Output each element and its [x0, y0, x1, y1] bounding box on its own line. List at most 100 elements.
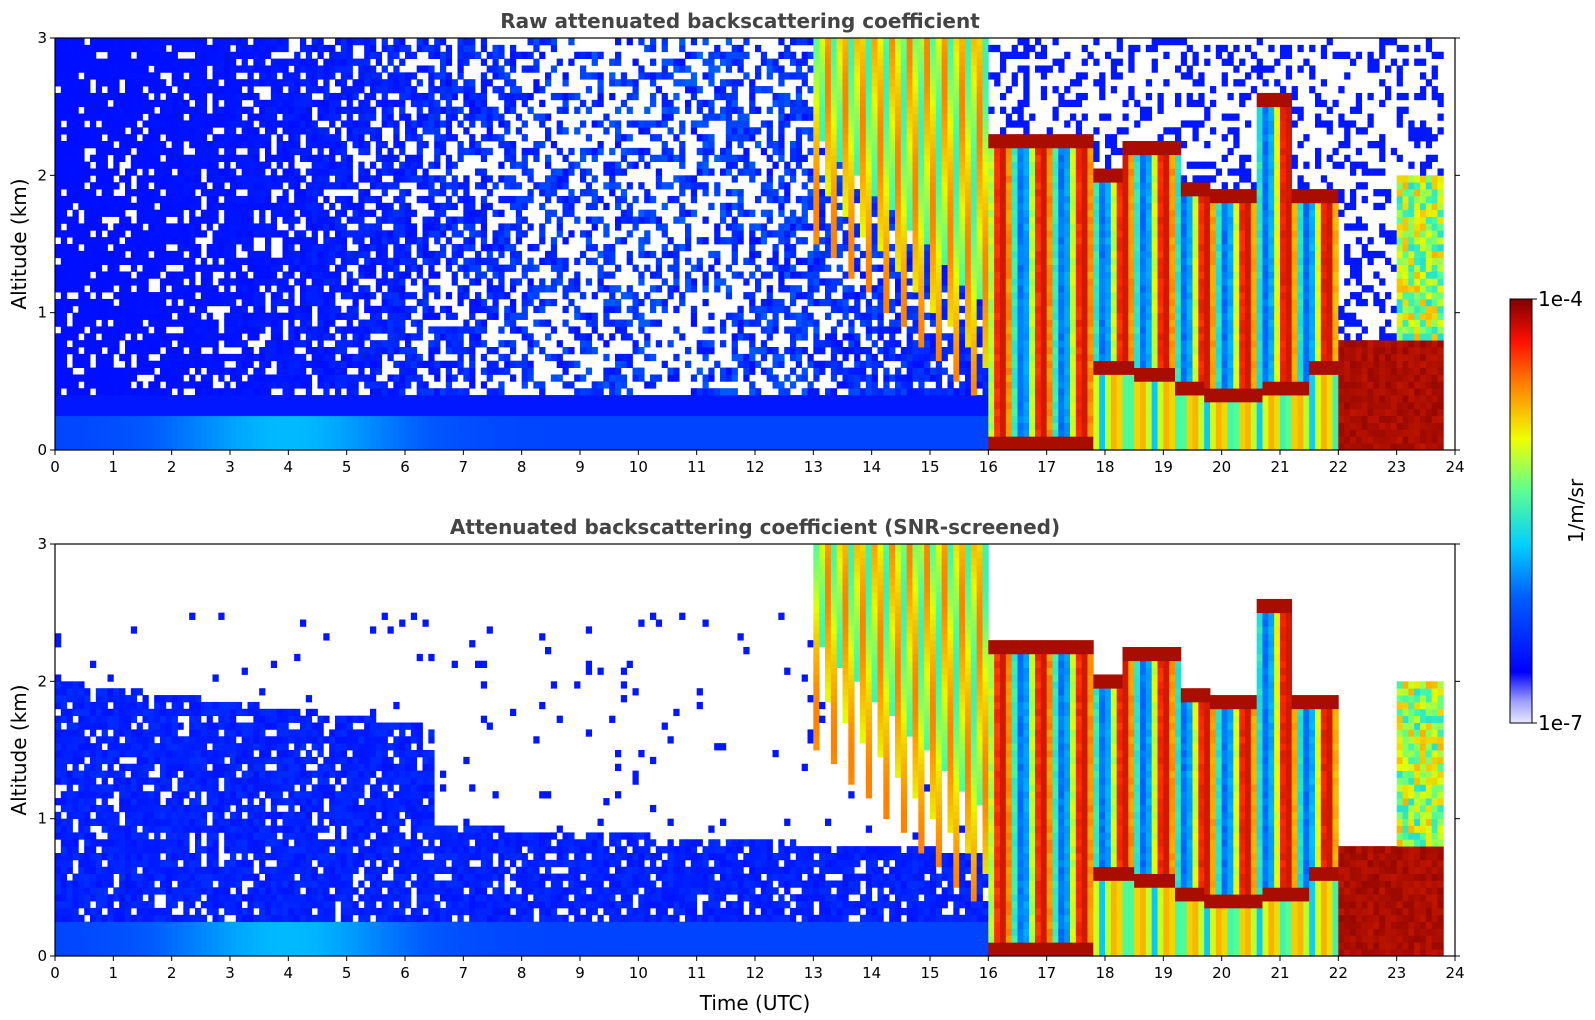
- heatmap-cell: [218, 134, 225, 142]
- heatmap-cell: [346, 292, 353, 300]
- heatmap-cell: [597, 92, 604, 101]
- heatmap-cell: [545, 175, 552, 183]
- heatmap-cell: [556, 340, 563, 348]
- heatmap-cell: [189, 237, 196, 245]
- heatmap-cell: [177, 374, 184, 382]
- heatmap-cell: [673, 65, 680, 73]
- heatmap-cell: [113, 244, 120, 252]
- heatmap-cell: [200, 106, 208, 114]
- heatmap-cell: [107, 374, 114, 382]
- heatmap-cell: [370, 367, 377, 375]
- heatmap-cell: [195, 154, 202, 162]
- heatmap-cell: [457, 141, 464, 149]
- heatmap-cell: [72, 86, 79, 94]
- heatmap-cell: [253, 79, 260, 87]
- heatmap-cell: [603, 401, 610, 410]
- heatmap-cell: [300, 285, 307, 293]
- heatmap-cell: [142, 134, 149, 142]
- heatmap-cell: [160, 244, 167, 252]
- heatmap-cell: [370, 429, 377, 437]
- heatmap-cell: [95, 285, 103, 293]
- heatmap-cell: [440, 326, 447, 334]
- heatmap-cell: [667, 415, 674, 423]
- heatmap-cell: [405, 367, 412, 375]
- heatmap-cell: [510, 147, 517, 156]
- heatmap-cell: [247, 72, 254, 80]
- heatmap-cell: [457, 285, 464, 293]
- heatmap-cell: [323, 422, 330, 430]
- heatmap-cell: [55, 436, 62, 444]
- heatmap-cell: [84, 264, 91, 272]
- heatmap-cell: [259, 408, 266, 417]
- heatmap-cell: [84, 292, 91, 300]
- heatmap-cell: [224, 113, 231, 121]
- heatmap-cell: [399, 195, 406, 204]
- heatmap-cell: [644, 195, 651, 204]
- heatmap-cell: [469, 237, 476, 245]
- heatmap-cell: [171, 209, 178, 217]
- heatmap-cell: [160, 257, 167, 265]
- heatmap-cell: [142, 347, 149, 355]
- heatmap-cell: [661, 99, 668, 108]
- heatmap-cell: [125, 147, 132, 156]
- heatmap-cell: [708, 347, 715, 355]
- heatmap-cell: [142, 202, 149, 211]
- heatmap-cell: [492, 388, 499, 396]
- heatmap-cell: [142, 72, 149, 80]
- heatmap-cell: [533, 44, 540, 53]
- heatmap-cell: [445, 216, 453, 224]
- heatmap-cell: [195, 161, 202, 169]
- heatmap-cell: [160, 86, 167, 94]
- heatmap-cell: [486, 347, 493, 355]
- heatmap-cell: [130, 79, 138, 87]
- heatmap-cell: [107, 347, 114, 355]
- heatmap-cell: [358, 99, 365, 108]
- heatmap-cell: [305, 326, 313, 334]
- heatmap-cell: [165, 134, 173, 142]
- heatmap-cell: [585, 388, 593, 396]
- heatmap-cell: [731, 374, 738, 382]
- heatmap-cell: [364, 443, 371, 451]
- heatmap-cell: [294, 216, 301, 224]
- heatmap-cell: [55, 312, 62, 320]
- heatmap-cell: [78, 92, 85, 101]
- heatmap-cell: [200, 189, 208, 197]
- heatmap-cell: [270, 38, 278, 46]
- heatmap-cell: [504, 408, 511, 417]
- heatmap-cell: [696, 395, 703, 403]
- heatmap-cell: [591, 408, 598, 417]
- heatmap-cell: [300, 381, 307, 389]
- heatmap-cell: [375, 195, 383, 204]
- heatmap-cell: [725, 443, 733, 451]
- heatmap-cell: [270, 436, 278, 444]
- heatmap-cell: [580, 250, 587, 259]
- heatmap-cell: [690, 189, 698, 197]
- heatmap-cell: [282, 168, 289, 176]
- heatmap-cell: [399, 79, 406, 87]
- heatmap-cell: [364, 92, 371, 101]
- heatmap-cell: [574, 436, 581, 444]
- heatmap-cell: [340, 223, 348, 231]
- heatmap-cell: [148, 408, 155, 417]
- heatmap-cell: [708, 408, 715, 417]
- heatmap-cell: [72, 257, 79, 265]
- heatmap-cell: [183, 436, 190, 444]
- heatmap-cell: [475, 415, 482, 423]
- heatmap-cell: [498, 415, 505, 423]
- heatmap-cell: [527, 189, 534, 197]
- heatmap-cell: [195, 202, 202, 211]
- heatmap-cell: [603, 127, 610, 135]
- heatmap-cell: [317, 347, 324, 355]
- heatmap-cell: [620, 401, 628, 410]
- heatmap-cell: [755, 237, 762, 245]
- heatmap-cell: [737, 401, 744, 410]
- heatmap-cell: [183, 195, 190, 204]
- heatmap-cell: [200, 278, 208, 286]
- heatmap-cell: [60, 298, 68, 307]
- heatmap-cell: [673, 271, 680, 279]
- heatmap-cell: [743, 134, 750, 142]
- heatmap-cell: [177, 422, 184, 430]
- heatmap-cell: [66, 127, 73, 135]
- heatmap-cell: [387, 257, 394, 265]
- heatmap-cell: [650, 250, 657, 259]
